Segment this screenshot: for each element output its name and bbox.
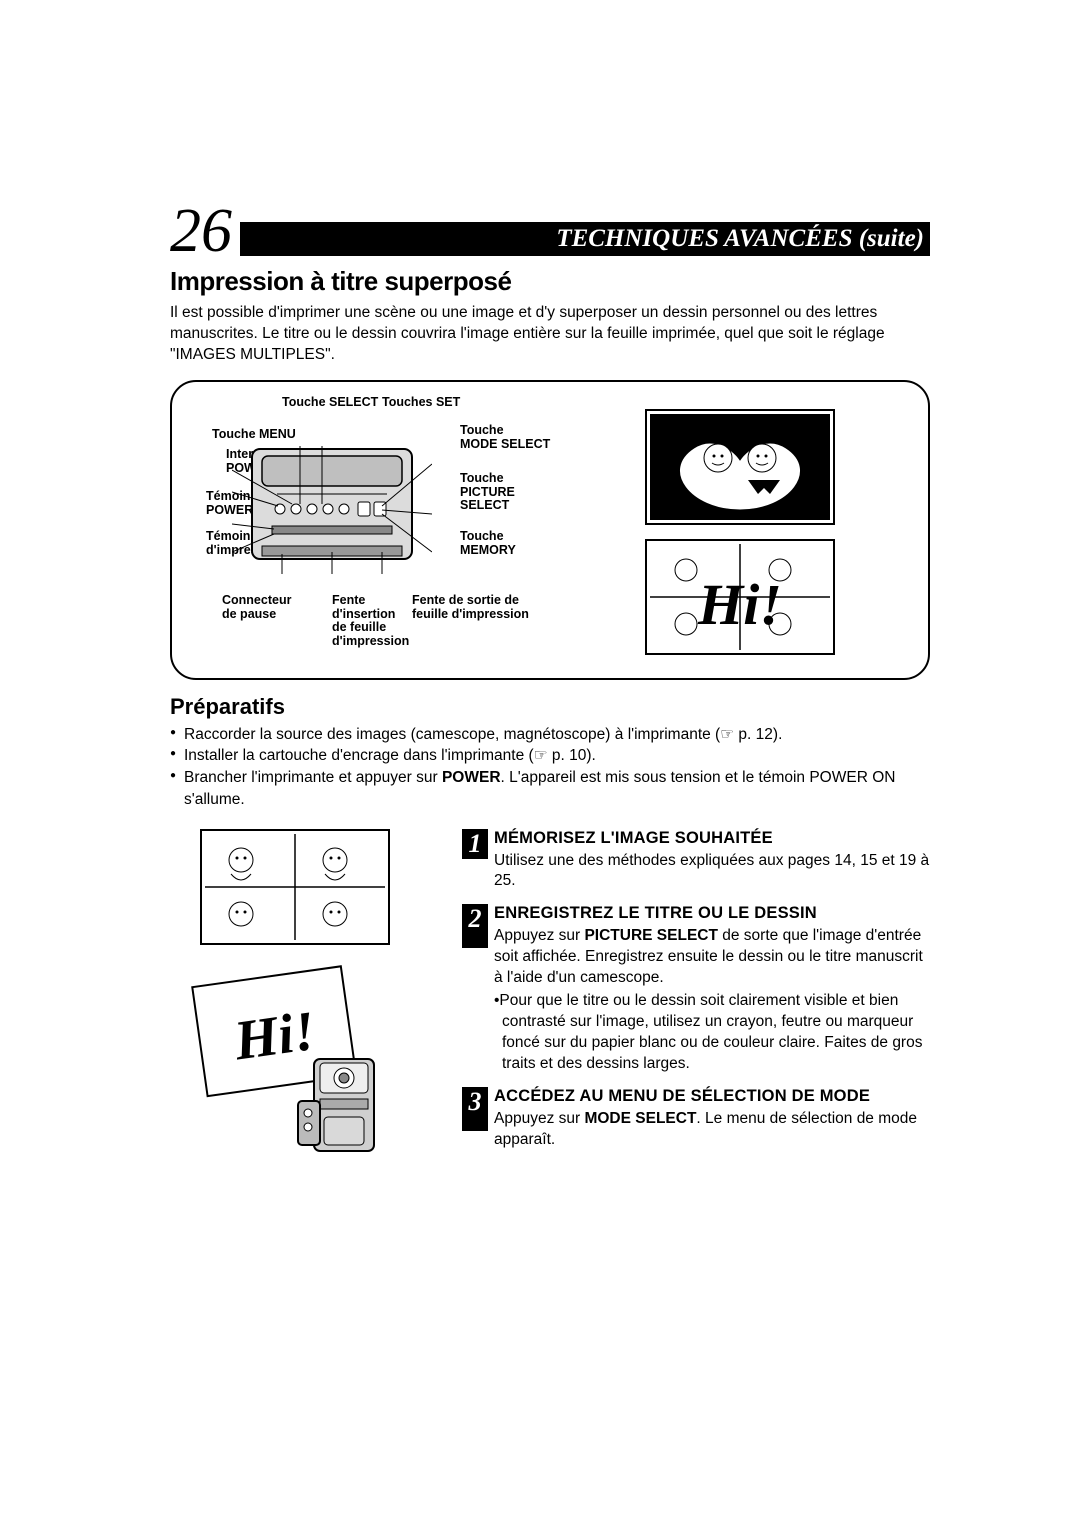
step-3: 3 ACCÉDEZ AU MENU DE SÉLECTION DE MODE A… [462,1087,930,1151]
page-number: 26 [170,200,232,262]
step-number-2: 2 [462,904,488,948]
callout-touche-select: Touche SELECT [282,396,378,410]
babies-grid-frame [200,829,390,945]
step-1-text: Utilisez une des méthodes expliquées aux… [494,851,930,893]
prepare-bullets: Raccorder la source des images (camescop… [170,724,930,811]
svg-text:Hi!: Hi! [230,999,320,1072]
callout-touches-set: Touches SET [382,396,460,410]
step-number-1: 1 [462,829,488,859]
callout-memory: ToucheMEMORY [460,530,516,558]
callout-picture-select: TouchePICTURESELECT [460,472,515,513]
step-2-text: Appuyez sur PICTURE SELECT de sorte que … [494,926,930,989]
camcorder-hi-illustration: Hi! [188,963,450,1188]
sample-couple-frame [645,409,835,525]
bullet-1: Raccorder la source des images (camescop… [170,724,930,746]
svg-text:Hi!: Hi! [697,572,782,637]
step-number-3: 3 [462,1087,488,1131]
callout-fente-insertion: Fented'insertionde feuilled'impression [332,594,409,649]
step-2-sub: •Pour que le titre ou le dessin soit cla… [494,991,930,1075]
step-2: 2 ENREGISTREZ LE TITRE OU LE DESSIN Appu… [462,904,930,1074]
page-header: 26 TECHNIQUES AVANCÉES (suite) [170,200,930,262]
header-title: TECHNIQUES AVANCÉES (suite) [556,225,924,253]
printer-icon [232,434,432,584]
section-title: Impression à titre superposé [170,266,930,297]
bullet-2: Installer la cartouche d'encrage dans l'… [170,745,930,767]
sample-hi-frame: Hi! [645,539,835,655]
callout-mode-select: ToucheMODE SELECT [460,424,550,452]
header-bar: TECHNIQUES AVANCÉES (suite) [240,222,930,256]
step-3-text: Appuyez sur MODE SELECT. Le menu de séle… [494,1109,930,1151]
bullet-3: Brancher l'imprimante et appuyer sur POW… [170,767,930,810]
step-3-title: ACCÉDEZ AU MENU DE SÉLECTION DE MODE [494,1087,930,1106]
intro-paragraph: Il est possible d'imprimer une scène ou … [170,303,930,366]
step-1-title: MÉMORISEZ L'IMAGE SOUHAITÉE [494,829,930,848]
prepare-title: Préparatifs [170,694,930,720]
callout-fente-sortie: Fente de sortie defeuille d'impression [412,594,529,622]
step-1: 1 MÉMORISEZ L'IMAGE SOUHAITÉE Utilisez u… [462,829,930,893]
step-2-title: ENREGISTREZ LE TITRE OU LE DESSIN [494,904,930,923]
callout-connecteur-pause: Connecteurde pause [222,594,291,622]
printer-diagram: Touche SELECT Touches SET Touche MENU In… [170,380,930,680]
